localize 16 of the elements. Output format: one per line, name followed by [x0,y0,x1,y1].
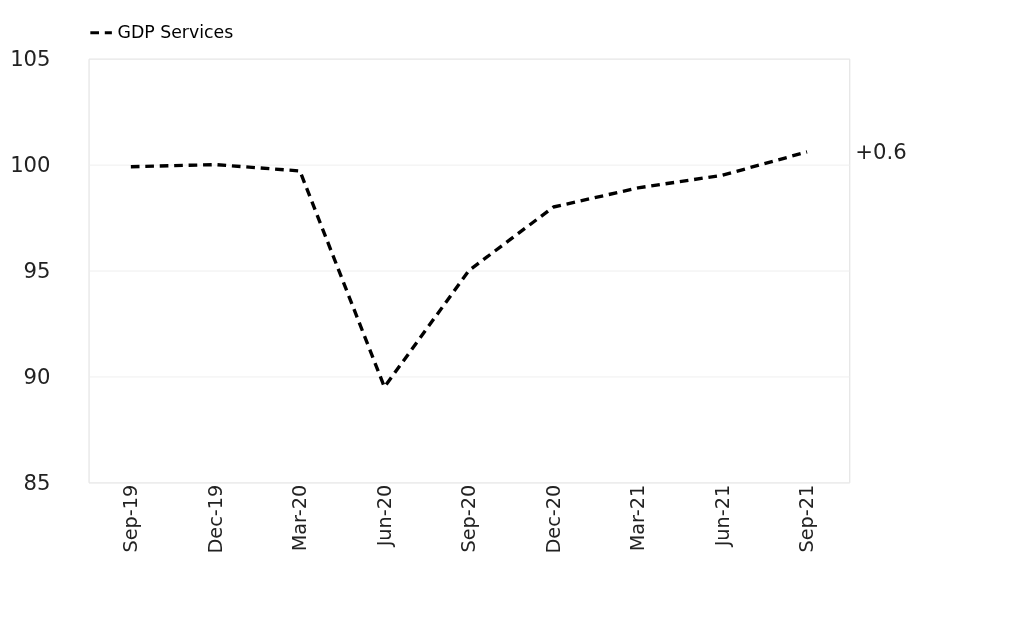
legend-label: GDP Services [117,21,234,42]
x-tick-label: Jun-20 [372,484,396,548]
x-tick-label: Mar-21 [626,484,650,552]
y-tick-label: 90 [23,363,51,389]
y-tick-label: 95 [23,257,51,283]
x-tick-label: Sep-19 [119,484,143,553]
annotation: +0.6 [855,138,907,164]
x-tick-label: Sep-20 [457,484,481,553]
x-tick-label: Dec-20 [541,484,565,554]
x-tick-label: Dec-19 [203,484,227,554]
x-tick-label: Mar-20 [288,484,312,552]
x-tick-label: Jun-21 [710,484,734,548]
y-tick-label: 105 [10,45,51,71]
y-tick-label: 100 [10,151,51,177]
x-tick-label: Sep-21 [795,484,819,553]
y-tick-label: 85 [23,469,51,495]
